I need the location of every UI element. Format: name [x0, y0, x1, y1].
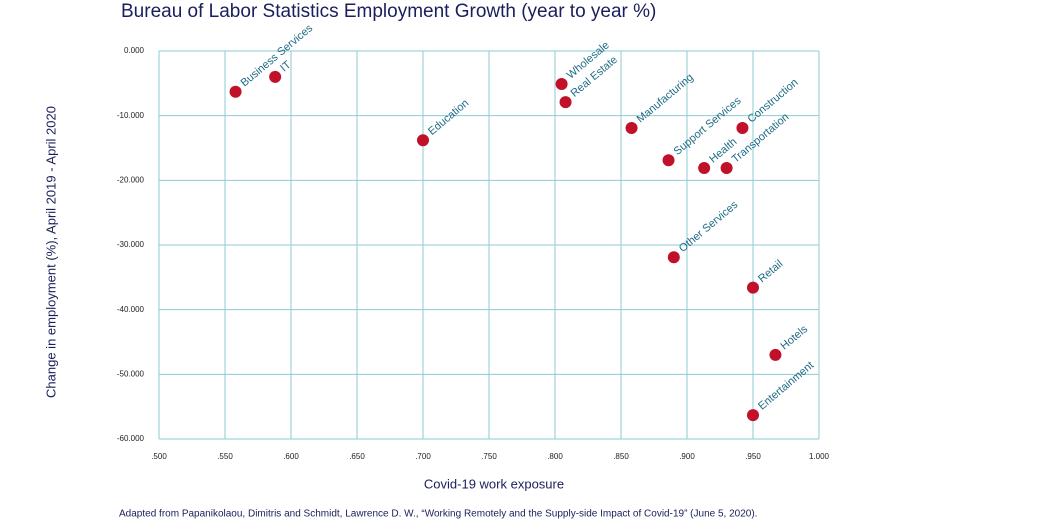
point — [625, 121, 638, 134]
y-tick-label: -60.000 — [117, 434, 145, 443]
point — [662, 154, 675, 167]
x-tick-label: .550 — [217, 452, 233, 461]
point-label: Retail — [756, 258, 785, 285]
x-tick-label: 1.000 — [809, 452, 830, 461]
point-label: Construction — [746, 77, 801, 126]
point-label: Hotels — [779, 323, 811, 353]
y-axis-label: Change in employment (%), April 2019 - A… — [43, 106, 58, 398]
x-tick-label: .650 — [349, 452, 365, 461]
point — [720, 162, 733, 175]
point — [417, 134, 429, 147]
point — [555, 77, 568, 90]
point — [736, 121, 749, 134]
chart-title: Bureau of Labor Statistics Employment Gr… — [121, 1, 656, 22]
point-label: Other Services — [677, 199, 741, 255]
y-tick-label: -10.000 — [117, 111, 145, 120]
point — [698, 162, 711, 175]
y-tick-label: -50.000 — [117, 369, 145, 378]
x-tick-label: .900 — [679, 452, 695, 461]
x-tick-label: .750 — [481, 452, 497, 461]
x-axis-label: Covid-19 work exposure — [424, 476, 564, 491]
y-tick-label: -40.000 — [117, 305, 145, 314]
point — [747, 409, 759, 422]
x-tick-label: .700 — [415, 452, 431, 461]
point — [667, 251, 680, 264]
x-tick-label: .500 — [151, 452, 167, 461]
footnote: Adapted from Papanikolaou, Dimitris and … — [119, 509, 757, 520]
y-tick-label: 0.000 — [124, 46, 145, 55]
point — [559, 96, 572, 109]
point-label: Education — [426, 97, 471, 138]
point — [769, 348, 782, 361]
y-tick-label: -20.000 — [117, 175, 145, 184]
x-tick-label: .600 — [283, 452, 299, 461]
x-tick-label: .800 — [547, 452, 563, 461]
x-tick-label: .950 — [745, 452, 761, 461]
point — [229, 85, 242, 98]
point-label: Entertainment — [756, 359, 816, 412]
point — [747, 281, 759, 294]
point — [269, 70, 282, 83]
x-tick-label: .850 — [613, 452, 629, 461]
y-tick-label: -30.000 — [117, 240, 145, 249]
